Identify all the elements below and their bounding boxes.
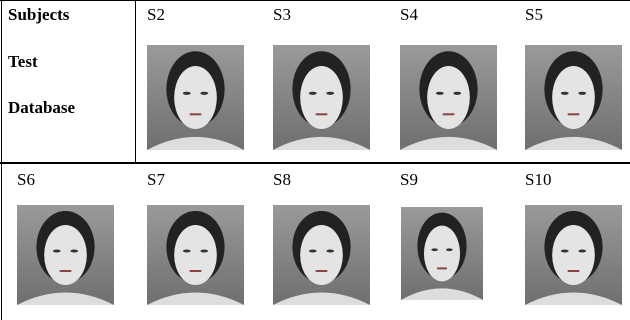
subject-label: S4: [400, 5, 418, 25]
face-photo: [17, 205, 114, 305]
subject-label: S7: [147, 170, 165, 190]
face-drawing: [401, 207, 483, 300]
subject-label: S2: [147, 5, 165, 25]
face-drawing: [273, 45, 370, 150]
subject-label: S8: [273, 170, 291, 190]
border-left: [1, 0, 2, 320]
face-drawing: [147, 45, 244, 150]
subject-label: S9: [400, 170, 418, 190]
row-label: Database: [8, 98, 75, 118]
row-divider: [0, 162, 630, 164]
face-photo: [273, 45, 370, 150]
border-top: [0, 0, 630, 1]
column-divider: [135, 0, 136, 163]
face-photo: [401, 207, 483, 300]
face-drawing: [17, 205, 114, 305]
subject-label: S6: [17, 170, 35, 190]
subject-label: S5: [525, 5, 543, 25]
face-drawing: [273, 205, 370, 305]
face-drawing: [525, 205, 622, 305]
face-photo: [525, 45, 622, 150]
face-photo: [525, 205, 622, 305]
face-photo: [273, 205, 370, 305]
face-photo: [400, 45, 497, 150]
subject-label: S3: [273, 5, 291, 25]
face-drawing: [400, 45, 497, 150]
face-drawing: [147, 205, 244, 305]
face-photo: [147, 45, 244, 150]
face-drawing: [525, 45, 622, 150]
header-label: Subjects: [8, 5, 69, 25]
row-label: Test: [8, 52, 38, 72]
subject-label: S10: [525, 170, 551, 190]
face-photo: [147, 205, 244, 305]
table-figure: Subjects Test Database S2 S3 S4 S5 S6 S7: [0, 0, 630, 320]
